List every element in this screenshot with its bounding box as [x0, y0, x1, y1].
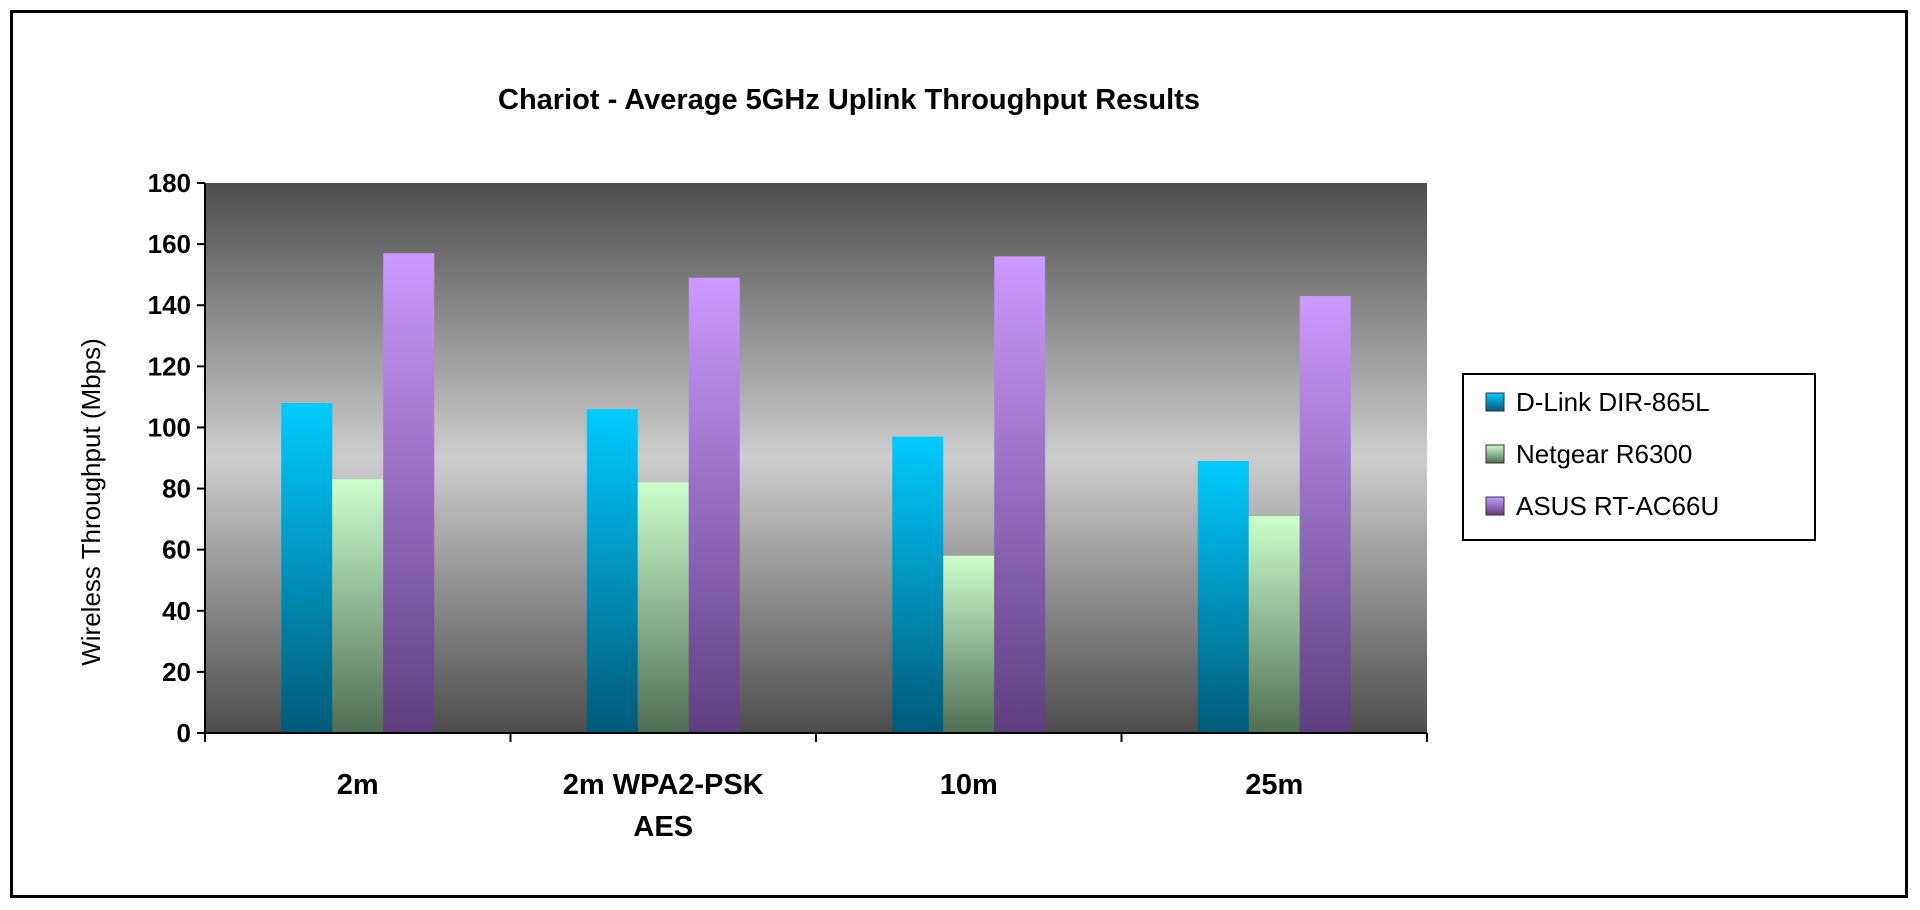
legend: D-Link DIR-865L Netgear R6300 ASUS RT-AC66… [1462, 373, 1816, 541]
bar-asus-rt-ac66u-2 [994, 256, 1046, 733]
bars-layer [281, 253, 1351, 733]
bar-d-link-dir-865l-2 [892, 436, 944, 733]
legend-box [1462, 373, 1816, 541]
x-tick-label: AES [633, 811, 693, 843]
bar-d-link-dir-865l-1 [586, 409, 638, 733]
bar-netgear-r6300-0 [332, 479, 384, 733]
bar-d-link-dir-865l-0 [281, 403, 333, 733]
bar-asus-rt-ac66u-0 [383, 253, 435, 733]
x-tick-label: 2m [337, 769, 379, 801]
x-tick-label: 2m WPA2-PSK [563, 769, 764, 801]
bar-asus-rt-ac66u-1 [688, 277, 740, 733]
legend-label: Netgear R6300 [1516, 439, 1692, 469]
bar-asus-rt-ac66u-3 [1299, 296, 1351, 733]
y-tick-label: 120 [148, 351, 191, 381]
axes-layer: 0 20 40 60 80 100 120 140 160 180 2m 2m WPA2-PSK AES… [148, 168, 1428, 843]
chart-title: Chariot - Average 5GHz Uplink Throughput… [498, 84, 1200, 116]
bar-netgear-r6300-2 [943, 555, 995, 733]
y-tick-label: 100 [148, 412, 191, 442]
y-tick-label: 180 [148, 168, 191, 198]
y-tick-label: 160 [148, 229, 191, 259]
y-tick-label: 60 [162, 535, 191, 565]
y-tick-label: 40 [162, 596, 191, 626]
y-axis-label: Wireless Throughput (Mbps) [76, 338, 106, 666]
legend-swatch [1485, 444, 1505, 464]
bar-netgear-r6300-3 [1248, 516, 1300, 733]
y-tick-label: 0 [177, 718, 191, 748]
legend-label: D-Link DIR-865L [1516, 387, 1710, 417]
y-tick-label: 20 [162, 657, 191, 687]
legend-swatch [1485, 392, 1505, 412]
bar-netgear-r6300-1 [637, 482, 689, 733]
bar-d-link-dir-865l-3 [1197, 461, 1249, 733]
y-tick-label: 80 [162, 474, 191, 504]
legend-label: ASUS RT-AC66U [1516, 491, 1719, 521]
x-tick-label: 10m [940, 769, 998, 801]
legend-swatch [1485, 496, 1505, 516]
x-tick-label: 25m [1245, 769, 1303, 801]
y-tick-label: 140 [148, 290, 191, 320]
